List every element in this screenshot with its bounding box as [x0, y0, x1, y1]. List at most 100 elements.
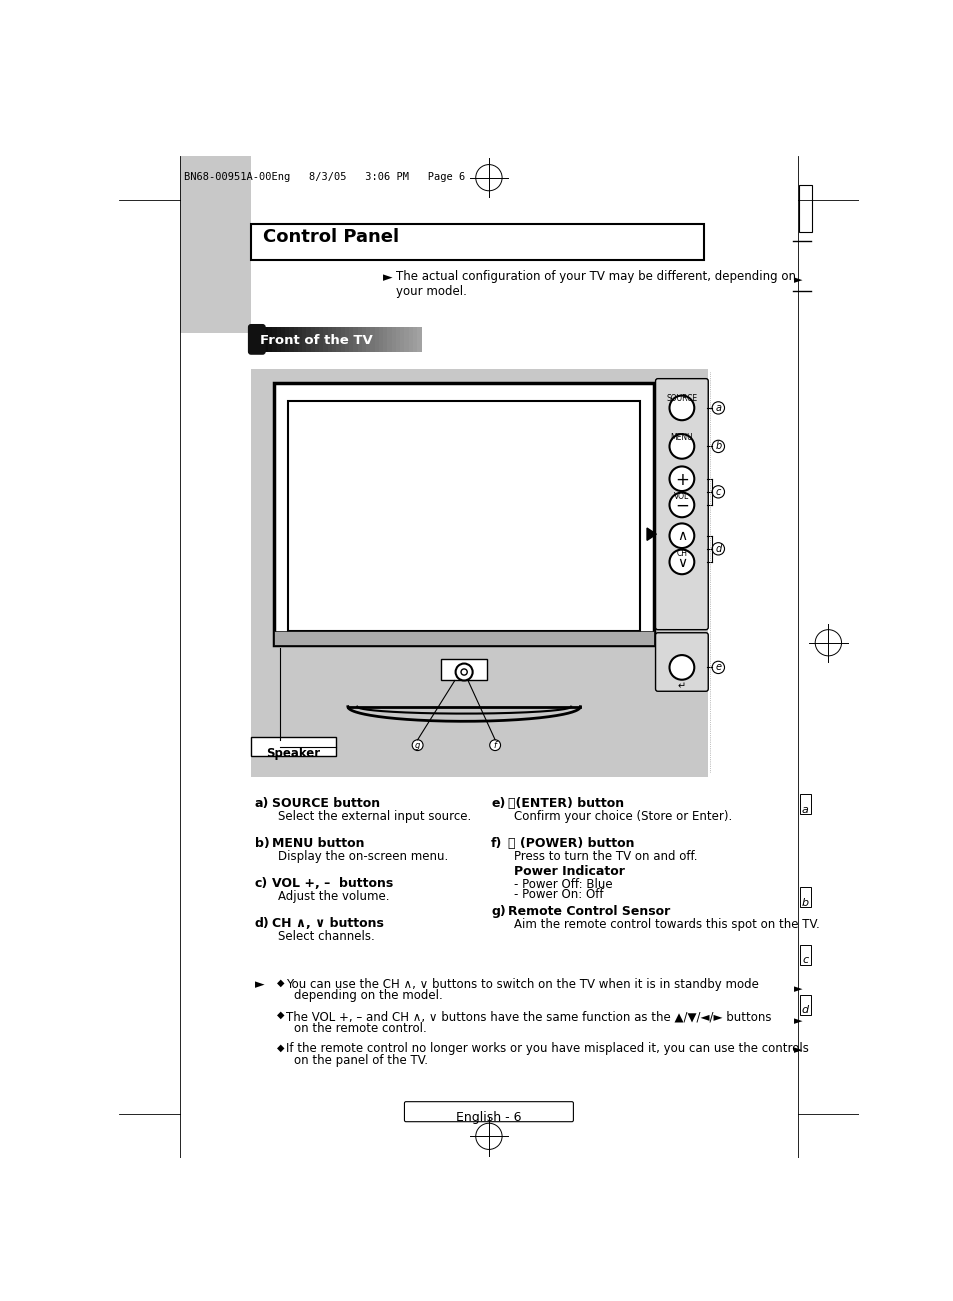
Circle shape [669, 656, 694, 679]
Bar [416, 327, 422, 351]
Text: VOL: VOL [674, 492, 689, 501]
Bar [799, 887, 810, 907]
Bar [383, 327, 388, 351]
Text: English - 6: English - 6 [456, 1111, 521, 1124]
Text: - Power On: Off: - Power On: Off [514, 889, 603, 902]
Bar [314, 327, 319, 351]
Bar [328, 327, 333, 351]
Bar [799, 945, 810, 964]
Bar [332, 327, 336, 351]
Bar [274, 631, 654, 645]
Text: b: b [801, 898, 808, 908]
Text: Front of the TV: Front of the TV [260, 333, 373, 346]
Text: If the remote control no longer works or you have misplaced it, you can use the : If the remote control no longer works or… [286, 1042, 808, 1055]
Bar [378, 327, 383, 351]
Text: ⎗(ENTER) button: ⎗(ENTER) button [508, 796, 624, 809]
Bar [344, 327, 350, 351]
Circle shape [711, 440, 723, 453]
Bar [285, 327, 290, 351]
Bar [276, 327, 281, 351]
Text: f): f) [491, 837, 502, 850]
Text: ∧: ∧ [676, 530, 686, 544]
Circle shape [669, 396, 694, 420]
Bar [353, 327, 358, 351]
Text: CH: CH [676, 549, 687, 558]
Bar [323, 327, 328, 351]
Circle shape [711, 402, 723, 414]
Bar [179, 108, 251, 200]
Bar [349, 327, 354, 351]
Bar [255, 327, 260, 351]
Polygon shape [646, 528, 656, 540]
Text: +: + [675, 471, 688, 488]
Bar [399, 327, 405, 351]
Text: d: d [801, 1006, 808, 1015]
Text: g): g) [491, 905, 505, 919]
Bar [251, 327, 255, 351]
Bar [272, 327, 277, 351]
Text: g: g [415, 740, 420, 749]
Text: CH ∧, ∨ buttons: CH ∧, ∨ buttons [272, 917, 383, 930]
Text: VOL +, –  buttons: VOL +, – buttons [272, 877, 393, 890]
Bar [340, 327, 345, 351]
Bar [408, 327, 414, 351]
Bar [361, 327, 367, 351]
Bar [387, 327, 392, 351]
Text: b): b) [254, 837, 270, 850]
Bar [289, 327, 294, 351]
FancyBboxPatch shape [248, 324, 266, 355]
Bar [259, 327, 264, 351]
Bar [395, 327, 400, 351]
Text: Aim the remote control towards this spot on the TV.: Aim the remote control towards this spot… [514, 919, 820, 932]
Text: Select the external input source.: Select the external input source. [278, 809, 471, 822]
Text: Display the on-screen menu.: Display the on-screen menu. [278, 850, 448, 863]
Bar [251, 368, 707, 777]
Bar [319, 327, 324, 351]
Circle shape [669, 523, 694, 548]
Text: The VOL +, – and CH ∧, ∨ buttons have the same function as the ▲/▼/◄/► buttons: The VOL +, – and CH ∧, ∨ buttons have th… [286, 1010, 771, 1023]
Text: ◆: ◆ [276, 1042, 284, 1053]
FancyBboxPatch shape [655, 632, 707, 691]
Text: ↵: ↵ [678, 682, 685, 691]
Bar [799, 795, 810, 814]
Text: ►: ► [254, 978, 264, 990]
Circle shape [711, 543, 723, 556]
Bar [375, 327, 379, 351]
Circle shape [412, 740, 422, 751]
Text: SOURCE: SOURCE [665, 394, 697, 403]
Bar [357, 327, 362, 351]
Text: Remote Control Sensor: Remote Control Sensor [508, 905, 670, 919]
Text: ⏻ (POWER) button: ⏻ (POWER) button [508, 837, 634, 850]
FancyBboxPatch shape [655, 379, 707, 630]
Text: Adjust the volume.: Adjust the volume. [278, 890, 389, 903]
Bar [404, 327, 409, 351]
Bar [392, 327, 396, 351]
Bar [297, 327, 303, 351]
Text: ►: ► [793, 1046, 801, 1055]
Circle shape [669, 549, 694, 574]
Text: BN68-00951A-00Eng   8/3/05   3:06 PM   Page 6: BN68-00951A-00Eng 8/3/05 3:06 PM Page 6 [183, 172, 464, 182]
Circle shape [711, 661, 723, 674]
Bar [179, 200, 251, 333]
Text: d): d) [254, 917, 270, 930]
Text: c: c [801, 955, 807, 965]
Bar [251, 224, 703, 260]
Circle shape [669, 467, 694, 490]
Text: a: a [801, 805, 808, 816]
Bar [799, 995, 810, 1015]
Circle shape [669, 493, 694, 518]
Bar [294, 327, 298, 351]
Text: Confirm your choice (Store or Enter).: Confirm your choice (Store or Enter). [514, 809, 732, 822]
Text: ∨: ∨ [676, 556, 686, 570]
Text: Press to turn the TV on and off.: Press to turn the TV on and off. [514, 850, 698, 863]
Circle shape [460, 669, 467, 675]
FancyBboxPatch shape [404, 1102, 573, 1121]
Text: MENU button: MENU button [272, 837, 364, 850]
Bar [274, 384, 654, 645]
Text: f: f [493, 740, 497, 749]
Text: on the remote control.: on the remote control. [294, 1021, 426, 1034]
Text: a: a [715, 403, 720, 412]
Text: −: − [675, 497, 688, 515]
Bar [335, 327, 341, 351]
Bar [311, 327, 315, 351]
